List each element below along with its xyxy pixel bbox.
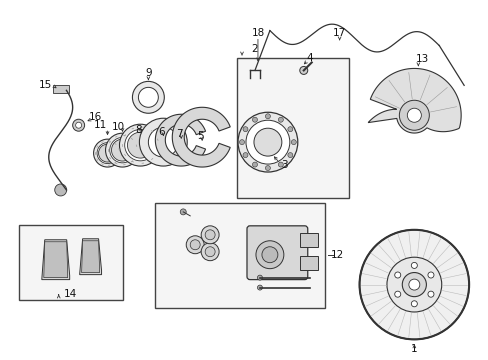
Polygon shape <box>41 240 69 280</box>
Circle shape <box>407 108 421 122</box>
Circle shape <box>180 209 186 215</box>
Circle shape <box>186 236 203 254</box>
Circle shape <box>111 139 133 161</box>
Text: 14: 14 <box>64 289 77 298</box>
Text: 10: 10 <box>112 122 125 132</box>
Text: 15: 15 <box>39 80 52 90</box>
Circle shape <box>55 184 66 196</box>
Circle shape <box>76 122 81 128</box>
Circle shape <box>73 119 84 131</box>
Polygon shape <box>367 68 460 133</box>
Circle shape <box>127 132 153 158</box>
FancyBboxPatch shape <box>246 226 307 280</box>
Circle shape <box>119 124 161 166</box>
Circle shape <box>138 87 158 107</box>
Circle shape <box>201 226 219 244</box>
Polygon shape <box>172 107 230 167</box>
Circle shape <box>394 272 400 278</box>
Text: 2: 2 <box>251 44 258 54</box>
Circle shape <box>265 114 270 119</box>
Circle shape <box>243 153 247 158</box>
Bar <box>237 58 348 198</box>
Circle shape <box>97 143 118 163</box>
Circle shape <box>109 138 135 163</box>
Circle shape <box>190 240 200 250</box>
Text: 4: 4 <box>306 54 312 63</box>
Circle shape <box>399 100 428 130</box>
Circle shape <box>278 117 283 122</box>
Bar <box>299 256 317 270</box>
Polygon shape <box>80 239 102 275</box>
Circle shape <box>201 243 219 261</box>
Circle shape <box>253 128 281 156</box>
Text: 18: 18 <box>251 28 264 37</box>
Circle shape <box>287 153 292 158</box>
Circle shape <box>255 241 283 269</box>
Circle shape <box>287 127 292 132</box>
Text: 1: 1 <box>410 345 417 354</box>
Text: 8: 8 <box>135 125 142 135</box>
Circle shape <box>291 140 296 145</box>
Circle shape <box>257 285 262 290</box>
Text: 3: 3 <box>281 160 287 170</box>
Circle shape <box>386 257 441 312</box>
Circle shape <box>148 127 178 157</box>
Circle shape <box>402 273 426 297</box>
Circle shape <box>262 247 277 263</box>
Polygon shape <box>44 242 67 278</box>
Circle shape <box>299 67 307 75</box>
Text: 9: 9 <box>145 68 151 78</box>
Circle shape <box>410 301 416 307</box>
Circle shape <box>124 130 156 161</box>
Text: 13: 13 <box>415 54 428 64</box>
Circle shape <box>410 262 416 269</box>
Circle shape <box>359 230 468 339</box>
Bar <box>53 85 68 93</box>
Circle shape <box>408 279 419 290</box>
Circle shape <box>278 162 283 167</box>
Polygon shape <box>81 241 100 273</box>
Text: 12: 12 <box>330 250 344 260</box>
Text: 16: 16 <box>89 112 102 122</box>
Circle shape <box>394 291 400 297</box>
Bar <box>155 203 324 307</box>
Circle shape <box>238 112 297 172</box>
Circle shape <box>139 118 187 166</box>
Circle shape <box>265 166 270 171</box>
Circle shape <box>99 144 116 162</box>
Polygon shape <box>155 114 205 166</box>
Circle shape <box>427 291 433 297</box>
Circle shape <box>252 117 257 122</box>
Circle shape <box>427 272 433 278</box>
Bar <box>299 233 317 247</box>
Circle shape <box>205 230 215 240</box>
Circle shape <box>245 120 289 164</box>
Text: 5: 5 <box>197 131 203 141</box>
Circle shape <box>132 81 164 113</box>
Bar <box>19 225 123 300</box>
Circle shape <box>252 162 257 167</box>
Text: 7: 7 <box>176 129 182 139</box>
Text: 11: 11 <box>94 120 107 130</box>
Circle shape <box>243 127 247 132</box>
Circle shape <box>105 133 139 167</box>
Circle shape <box>205 247 215 257</box>
Circle shape <box>239 140 244 145</box>
Circle shape <box>93 139 121 167</box>
Circle shape <box>257 275 262 280</box>
Text: 6: 6 <box>158 127 164 137</box>
Text: 17: 17 <box>332 28 346 37</box>
